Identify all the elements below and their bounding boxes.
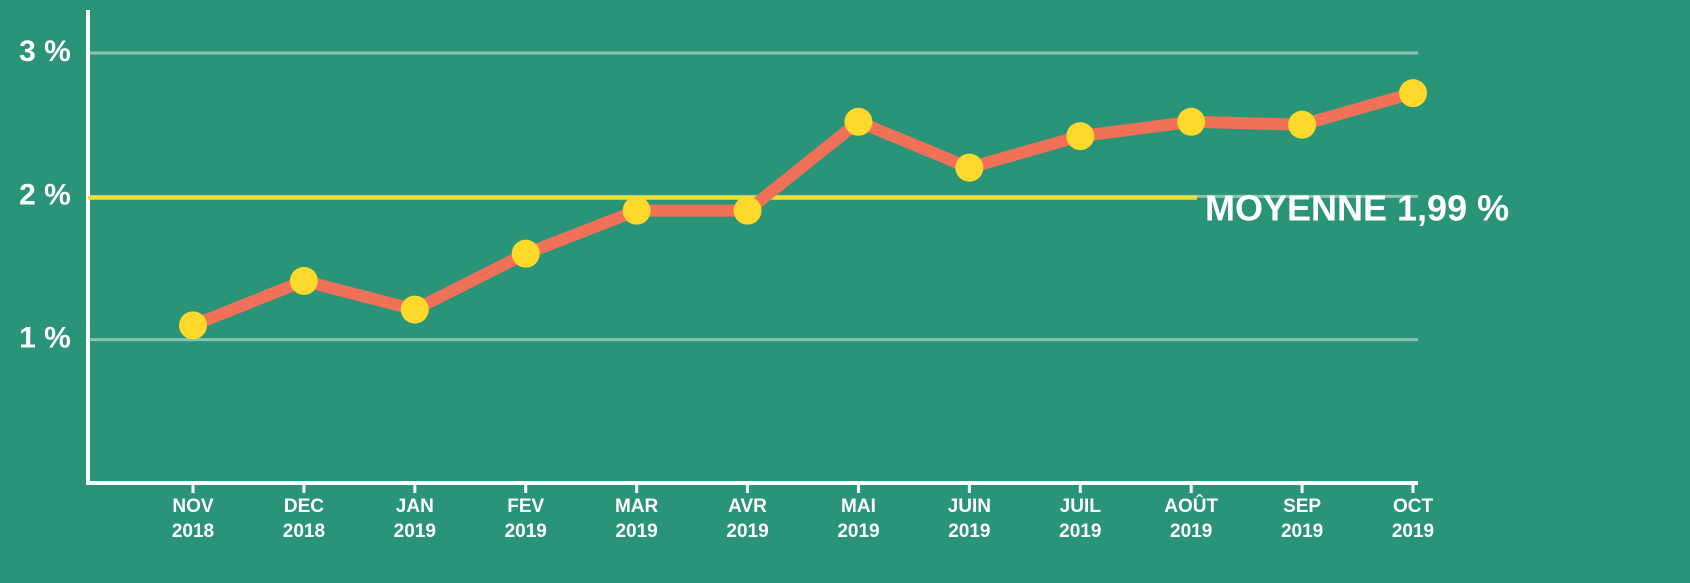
x-tick-label: FEV xyxy=(507,496,544,517)
x-tick-label: JAN xyxy=(396,496,434,517)
x-tick-label: 2019 xyxy=(505,521,547,542)
x-tick-label: JUIL xyxy=(1060,496,1102,517)
point xyxy=(1399,79,1427,108)
x-tick-label: AOÛT xyxy=(1164,495,1218,517)
x-tick-label: 2019 xyxy=(837,521,879,542)
y-tick-label: 1 % xyxy=(19,322,71,355)
x-tick-label: 2019 xyxy=(948,521,990,542)
x-tick-label: 2018 xyxy=(172,521,214,542)
x-tick-label: 2019 xyxy=(1059,521,1101,542)
series-line xyxy=(190,87,1415,331)
x-tick-label: 2019 xyxy=(1170,521,1212,542)
x-tick-label: MAR xyxy=(615,496,659,517)
point xyxy=(511,239,540,268)
y-tick-label: 3 % xyxy=(19,35,71,68)
point xyxy=(289,266,318,295)
point xyxy=(844,107,873,136)
point xyxy=(400,295,429,324)
x-tick-label: 2019 xyxy=(726,521,768,542)
x-tick-label: SEP xyxy=(1283,496,1321,517)
point xyxy=(733,196,762,225)
point xyxy=(1288,110,1317,139)
x-tick-label: NOV xyxy=(172,496,214,517)
x-tick-label: MAI xyxy=(841,496,876,517)
point xyxy=(1177,107,1206,136)
x-tick-label: AVR xyxy=(728,496,767,517)
x-tick-label: 2018 xyxy=(283,521,325,542)
y-tick-label: 2 % xyxy=(19,178,71,211)
x-tick-label: 2019 xyxy=(615,521,657,542)
point xyxy=(1066,122,1095,151)
x-tick-label: JUIN xyxy=(948,496,991,517)
point xyxy=(179,311,207,340)
point xyxy=(955,153,984,182)
point xyxy=(622,196,651,225)
x-tick-label: 2019 xyxy=(1392,521,1434,542)
x-tick-label: DEC xyxy=(284,496,324,517)
x-tick-label: 2019 xyxy=(394,521,436,542)
average-label: MOYENNE 1,99 % xyxy=(1205,187,1509,228)
x-tick-label: OCT xyxy=(1393,496,1434,517)
x-tick-label: 2019 xyxy=(1281,521,1323,542)
